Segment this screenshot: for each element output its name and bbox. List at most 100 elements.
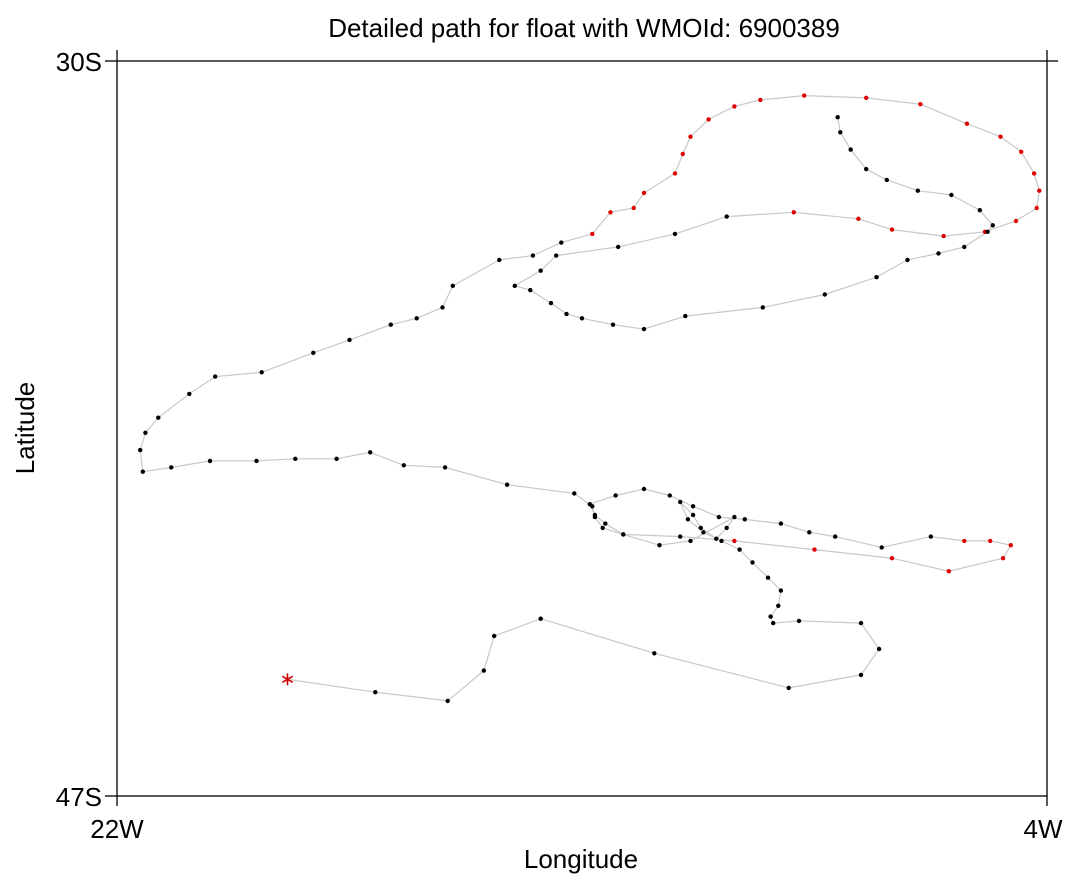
- highlight-point: [1031, 171, 1037, 176]
- data-point: [683, 313, 688, 319]
- data-point: [874, 275, 879, 280]
- data-point: [765, 575, 771, 580]
- highlight-point: [706, 117, 711, 122]
- highlight-point: [1008, 543, 1013, 548]
- data-point: [156, 415, 161, 420]
- data-point: [690, 504, 696, 509]
- float-path: [139, 94, 1040, 702]
- data-point: [690, 512, 696, 518]
- data-point: [564, 311, 569, 317]
- highlight-point: [802, 93, 807, 98]
- data-point: [538, 268, 543, 273]
- data-point: [698, 525, 703, 531]
- data-point: [207, 458, 213, 464]
- data-point: [613, 493, 618, 498]
- data-point: [962, 244, 967, 250]
- data-point: [977, 208, 982, 213]
- data-point: [833, 534, 838, 539]
- start-asterisk-stroke: [281, 675, 294, 683]
- data-point: [138, 447, 143, 453]
- data-point: [621, 532, 626, 537]
- highlight-point: [732, 538, 737, 544]
- data-point: [678, 534, 683, 539]
- highlight-point: [864, 95, 869, 101]
- data-point: [311, 350, 316, 355]
- data-point: [213, 374, 218, 379]
- data-point: [771, 620, 776, 626]
- data-point: [641, 486, 647, 492]
- start-asterisk-icon: [281, 673, 294, 686]
- highlight-point: [812, 547, 817, 552]
- data-point: [187, 391, 192, 397]
- start-marker: [281, 673, 294, 686]
- data-point: [768, 614, 773, 619]
- data-point: [388, 322, 393, 327]
- data-point: [848, 147, 853, 152]
- data-point: [786, 685, 791, 691]
- data-point: [140, 469, 145, 474]
- data-point: [603, 521, 608, 526]
- data-point: [884, 177, 889, 183]
- data-point: [293, 456, 298, 461]
- highlight-point: [918, 102, 923, 107]
- highlight-point: [856, 216, 861, 221]
- y-tick-label-top: 30S: [56, 47, 102, 77]
- data-point: [548, 300, 554, 306]
- data-point: [481, 668, 486, 673]
- data-point: [936, 251, 941, 256]
- data-point: [652, 651, 657, 656]
- plot-frame: [105, 50, 1058, 806]
- data-point: [838, 130, 843, 135]
- data-point: [528, 287, 533, 293]
- data-point: [616, 244, 621, 250]
- x-tick-label-left: 22W: [90, 814, 144, 844]
- data-point: [928, 534, 933, 539]
- y-axis-label: Latitude: [10, 382, 40, 475]
- highlight-point: [791, 210, 796, 215]
- data-point: [440, 305, 445, 310]
- chart-title: Detailed path for float with WMOId: 6900…: [328, 13, 840, 43]
- data-point: [985, 229, 990, 234]
- data-point: [530, 253, 536, 258]
- data-point: [678, 499, 683, 505]
- float-positions: [138, 93, 1042, 704]
- highlight-point: [1034, 205, 1039, 211]
- data-point: [714, 536, 719, 541]
- highlight-point: [998, 134, 1003, 139]
- highlight-point: [672, 171, 678, 176]
- data-point: [905, 257, 910, 263]
- data-point: [450, 283, 455, 288]
- plot-area-border: [116, 60, 1048, 797]
- data-point: [579, 316, 585, 321]
- data-point: [807, 530, 812, 535]
- data-point: [554, 253, 559, 258]
- highlight-point: [732, 104, 737, 109]
- data-point: [835, 115, 840, 120]
- highlight-point: [758, 97, 763, 103]
- data-point: [572, 491, 577, 496]
- highlight-point: [962, 538, 967, 544]
- x-axis-label: Longitude: [524, 844, 638, 874]
- highlight-point: [641, 190, 647, 196]
- data-point: [778, 521, 784, 526]
- data-point: [776, 603, 781, 608]
- highlight-point: [1019, 149, 1024, 154]
- highlight-point: [631, 205, 636, 211]
- data-point: [879, 545, 884, 550]
- data-point: [732, 514, 737, 520]
- highlight-point: [608, 210, 613, 215]
- data-point: [592, 514, 598, 520]
- data-point: [169, 465, 174, 470]
- data-point: [822, 292, 827, 297]
- data-point: [442, 465, 448, 470]
- data-point: [538, 616, 543, 621]
- data-point: [368, 450, 373, 455]
- data-point: [724, 214, 729, 219]
- path-line: [139, 94, 1040, 702]
- data-point: [590, 504, 595, 509]
- highlight-point: [964, 121, 970, 126]
- data-point: [876, 646, 882, 652]
- data-point: [990, 223, 995, 228]
- data-point: [492, 633, 497, 639]
- highlight-point: [889, 227, 895, 232]
